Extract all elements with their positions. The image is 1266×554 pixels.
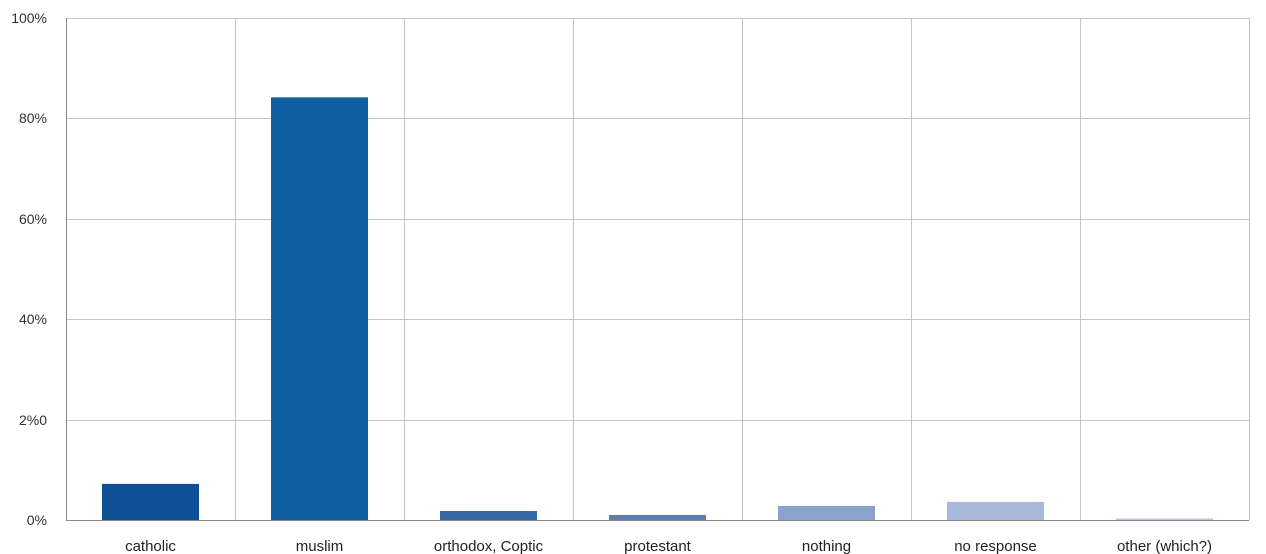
y-tick-label: 80% xyxy=(19,110,47,126)
bars xyxy=(102,97,1213,521)
x-category-label: no response xyxy=(954,538,1037,554)
bar-other-which xyxy=(1116,518,1213,520)
x-category-label: catholic xyxy=(125,538,176,554)
y-tick-label: 60% xyxy=(19,211,47,227)
y-axis-tick-labels: 0% 2%0 40% 60% 80% 100% xyxy=(11,10,47,528)
x-category-label: nothing xyxy=(802,538,851,554)
bar-orthodox-coptic xyxy=(440,511,537,520)
bar-protestant xyxy=(609,515,706,520)
bar-muslim xyxy=(271,97,368,521)
x-category-label: other (which?) xyxy=(1117,538,1212,554)
axes xyxy=(66,18,1249,521)
y-tick-label: 100% xyxy=(11,10,47,26)
y-tick-label: 2%0 xyxy=(19,412,47,428)
bar-nothing xyxy=(778,505,875,520)
y-tick-label: 0% xyxy=(27,512,47,528)
grid-lines xyxy=(66,18,1250,521)
x-category-label: muslim xyxy=(296,538,344,554)
bar-no-response xyxy=(947,501,1044,520)
x-category-label: orthodox, Coptic xyxy=(434,538,544,554)
x-axis-category-labels: catholic muslim orthodox, Coptic protestant… xyxy=(125,538,1212,554)
y-tick-label: 40% xyxy=(19,311,47,327)
x-category-label: protestant xyxy=(624,538,692,554)
bar-catholic xyxy=(102,483,199,520)
